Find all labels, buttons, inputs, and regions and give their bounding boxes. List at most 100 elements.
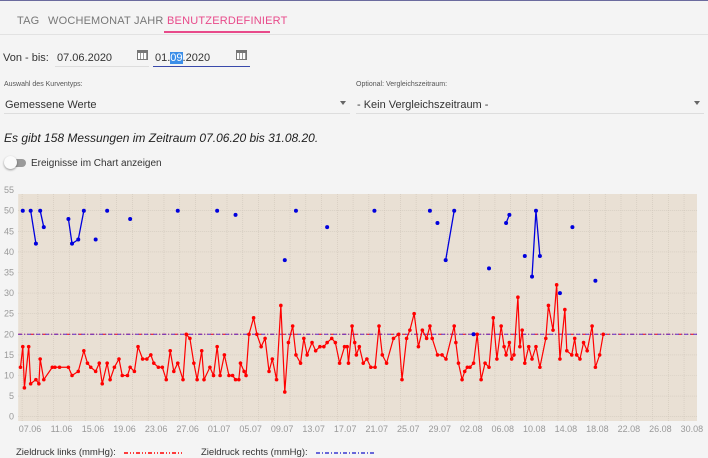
- series-left-point: [238, 361, 243, 365]
- series-left-point: [18, 365, 23, 370]
- series-left-point: [93, 369, 98, 374]
- series-left-point: [565, 348, 569, 353]
- series-right-point: [427, 208, 432, 213]
- series-left-point: [168, 348, 172, 353]
- series-right-point: [504, 221, 509, 226]
- series-left-point: [105, 361, 109, 365]
- comparison-select[interactable]: - Kein Vergleichszeitraum -: [356, 96, 704, 114]
- series-left-point: [329, 336, 334, 341]
- series-left-point: [85, 361, 90, 365]
- x-tick-label: 23.06: [145, 424, 168, 434]
- series-left-point: [125, 373, 130, 378]
- series-left-point: [507, 340, 512, 345]
- series-left-point: [471, 361, 476, 365]
- calendar-icon[interactable]: [137, 50, 148, 60]
- series-left-point: [82, 348, 86, 353]
- date-from-field[interactable]: 07.06.2020: [55, 49, 149, 67]
- x-tick-label: 17.07: [334, 424, 357, 434]
- series-right-point: [507, 212, 512, 217]
- series-left-point: [38, 357, 42, 361]
- series-left-point: [585, 348, 589, 353]
- series-right-point: [325, 225, 330, 230]
- y-tick-label: 35: [4, 268, 14, 278]
- series-left-point: [160, 365, 165, 370]
- series-left-point: [255, 332, 259, 337]
- series-left-point: [551, 328, 555, 332]
- series-left-point: [416, 344, 421, 349]
- y-tick-label: 40: [4, 247, 14, 257]
- x-tick-label: 10.08: [523, 424, 546, 434]
- y-tick-label: 25: [4, 309, 14, 319]
- series-left-point: [357, 344, 362, 349]
- series-left-point: [202, 377, 206, 382]
- series-right-point: [537, 254, 542, 259]
- legend-right-line: [316, 452, 376, 454]
- series-left-point: [263, 336, 267, 341]
- series-left-point: [509, 357, 514, 361]
- calendar-icon[interactable]: [236, 50, 247, 60]
- series-left-point: [251, 316, 256, 320]
- x-tick-label: 26.08: [649, 424, 672, 434]
- events-toggle-label: Ereignisse im Chart anzeigen: [31, 158, 162, 169]
- series-right-point: [557, 291, 562, 296]
- tab-woche[interactable]: WOCHE: [48, 15, 92, 27]
- series-right-point: [33, 241, 38, 246]
- series-left-point: [546, 303, 551, 308]
- chevron-down-icon: [340, 101, 346, 105]
- series-left-point: [391, 336, 396, 341]
- series-left-point: [310, 340, 314, 345]
- series-right-point: [533, 208, 538, 213]
- x-tick-label: 25.07: [397, 424, 420, 434]
- series-right-point: [443, 258, 448, 263]
- series-left-point: [408, 328, 412, 332]
- series-left-point: [145, 357, 149, 361]
- series-left-point: [479, 377, 483, 382]
- plot-background: [18, 194, 698, 421]
- series-left-point: [164, 377, 169, 382]
- series-left-point: [352, 340, 357, 345]
- series-left-point: [534, 344, 538, 349]
- series-left-point: [184, 332, 189, 337]
- x-tick-label: 22.08: [618, 424, 641, 434]
- series-left-point: [294, 353, 298, 357]
- tab-jahr[interactable]: JAHR: [134, 15, 164, 27]
- series-left-point: [34, 377, 38, 382]
- x-tick-label: 07.06: [19, 424, 42, 434]
- y-tick-label: 10: [4, 371, 14, 381]
- events-toggle[interactable]: [4, 156, 26, 169]
- series-left-point: [50, 365, 55, 370]
- date-to-year: .2020: [182, 52, 211, 64]
- date-to-value: 01.09.2020: [155, 52, 210, 64]
- series-left-point: [554, 283, 559, 287]
- series-left-point: [151, 361, 156, 365]
- tab-tag[interactable]: TAG: [17, 15, 40, 27]
- series-left-point: [286, 340, 291, 345]
- series-left-point: [237, 377, 241, 382]
- curve-type-select[interactable]: Gemessene Werte: [4, 96, 350, 114]
- tab-benutzerdefiniert[interactable]: BENUTZERDEFINIERT: [167, 15, 288, 27]
- series-left-point: [487, 365, 491, 370]
- tab-monat[interactable]: MONAT: [91, 15, 131, 27]
- date-to-field[interactable]: 01.09.2020: [153, 49, 250, 67]
- series-left-point: [491, 316, 496, 320]
- series-left-point: [325, 340, 329, 345]
- legend-left-line: [124, 452, 184, 454]
- series-right-point: [233, 212, 238, 217]
- x-tick-label: 05.07: [239, 424, 262, 434]
- x-tick-label: 01.07: [208, 424, 231, 434]
- series-left-point: [28, 381, 33, 386]
- series-left-point: [572, 336, 577, 341]
- series-right-point: [487, 266, 492, 271]
- series-left-point: [136, 344, 140, 349]
- series-left-point: [342, 344, 347, 349]
- series-left-point: [361, 361, 366, 365]
- series-right-point: [76, 237, 81, 242]
- x-tick-label: 13.07: [302, 424, 325, 434]
- y-tick-label: 0: [9, 412, 14, 422]
- series-left-point: [208, 365, 212, 370]
- series-right-line: [67, 210, 85, 245]
- series-right-point: [175, 208, 180, 213]
- series-left-point: [199, 348, 204, 353]
- series-left-point: [502, 344, 506, 349]
- series-left-point: [322, 344, 326, 349]
